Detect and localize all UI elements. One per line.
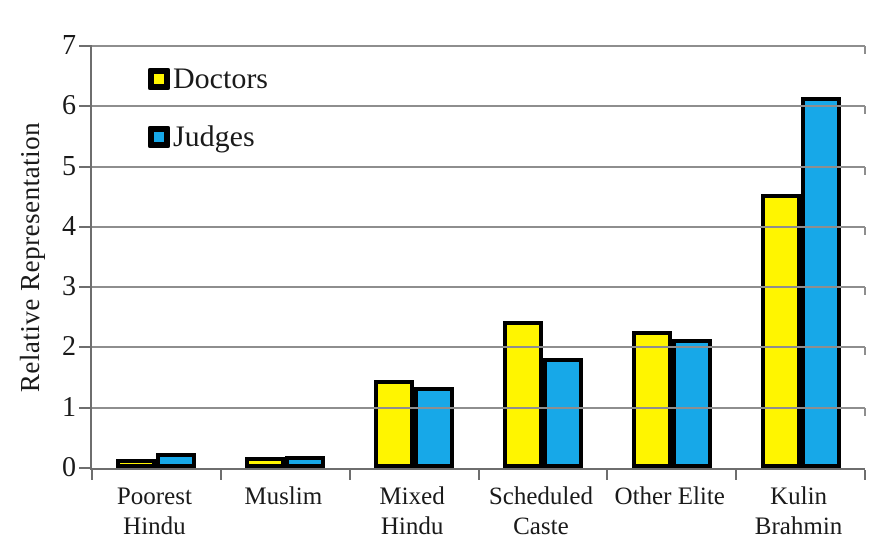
right-tick-mark (864, 226, 866, 235)
bars-container (92, 46, 865, 468)
x-tick-mark (735, 470, 738, 480)
judges-bar (671, 339, 712, 468)
legend-item-judges: Judges (148, 122, 268, 152)
right-tick-mark (864, 347, 866, 356)
legend-label-doctors: Doctors (173, 62, 268, 95)
x-tick-mark (91, 470, 93, 480)
right-tick-mark (864, 407, 866, 416)
y-tick-mark (79, 286, 92, 289)
y-tick-label: 7 (62, 30, 76, 61)
x-category-label-line: Poorest (116, 483, 192, 510)
y-tick-label: 3 (62, 271, 76, 303)
x-category-label-line: Other Elite (614, 483, 725, 510)
category-group (736, 46, 865, 468)
category-group (478, 46, 607, 468)
y-tick-mark (79, 45, 92, 47)
y-tick-mark (79, 105, 92, 108)
right-tick-mark (864, 106, 866, 115)
x-category-label-line: Muslim (244, 483, 323, 510)
gridline (92, 165, 865, 168)
judges-bar (414, 386, 455, 468)
right-tick-mark (864, 46, 866, 54)
x-category-label: Scheduled Caste (476, 482, 605, 542)
judges-bar (156, 453, 197, 468)
right-tick-mark (864, 166, 866, 175)
gridline (92, 406, 865, 409)
x-tick-mark (348, 470, 351, 480)
y-tick-label: 6 (62, 90, 76, 122)
doctors-bar (245, 457, 286, 468)
category-group (221, 46, 350, 468)
category-group (92, 46, 221, 468)
gridline (92, 286, 865, 289)
x-category-label-line: Brahmin (754, 513, 843, 540)
doctors-swatch-icon (148, 68, 170, 90)
legend-label-judges: Judges (173, 120, 255, 153)
x-tick-mark (477, 470, 480, 480)
doctors-bar (760, 193, 801, 468)
plot-area: Doctors Judges (79, 45, 866, 480)
category-group (350, 46, 479, 468)
y-tick-label: 2 (62, 331, 76, 363)
y-tick-label: 1 (62, 391, 76, 423)
gridline (92, 225, 865, 228)
y-tick-mark (79, 467, 92, 469)
doctors-bar (374, 379, 415, 468)
doctors-bar (116, 459, 157, 468)
x-category-label-line: Hindu (380, 513, 444, 540)
y-tick-mark (79, 406, 92, 409)
y-tick-mark (79, 346, 92, 349)
x-category-label: Other Elite (605, 482, 734, 542)
x-tick-mark (606, 470, 609, 480)
x-category-label: Poorest Hindu (90, 482, 219, 542)
x-category-label: Muslim (219, 482, 348, 542)
x-category-label-line: Scheduled (488, 483, 593, 510)
category-group (607, 46, 736, 468)
x-category-label-line: Caste (513, 513, 569, 540)
y-tick-mark (79, 225, 92, 228)
gridline (92, 45, 865, 47)
x-category-label-line: Kulin (770, 483, 828, 510)
legend: Doctors Judges (148, 64, 268, 152)
judges-bar (285, 455, 326, 468)
x-tick-mark (219, 470, 222, 480)
x-category-label-line: Mixed (379, 483, 445, 510)
right-tick-mark (864, 287, 866, 296)
x-category-label: Mixed Hindu (348, 482, 477, 542)
doctors-swatch-fill (154, 74, 164, 84)
y-tick-label: 5 (62, 150, 76, 182)
gridline (92, 105, 865, 108)
y-tick-label: 0 (62, 452, 76, 483)
y-tick-mark (79, 165, 92, 168)
x-category-label: Kulin Brahmin (734, 482, 863, 542)
judges-bar (542, 357, 583, 468)
doctors-bar (631, 330, 672, 468)
judges-swatch-icon (148, 126, 170, 148)
gridline (92, 346, 865, 349)
judges-swatch-fill (154, 132, 164, 142)
legend-item-doctors: Doctors (148, 64, 268, 94)
x-axis-category-labels: Poorest Hindu Muslim Mixed Hindu Scheduled Cas… (90, 482, 863, 542)
y-tick-label: 4 (62, 210, 76, 242)
x-tick-mark (864, 470, 866, 480)
doctors-bar (502, 320, 543, 468)
judges-bar (800, 97, 841, 468)
x-category-label-line: Hindu (123, 513, 186, 540)
